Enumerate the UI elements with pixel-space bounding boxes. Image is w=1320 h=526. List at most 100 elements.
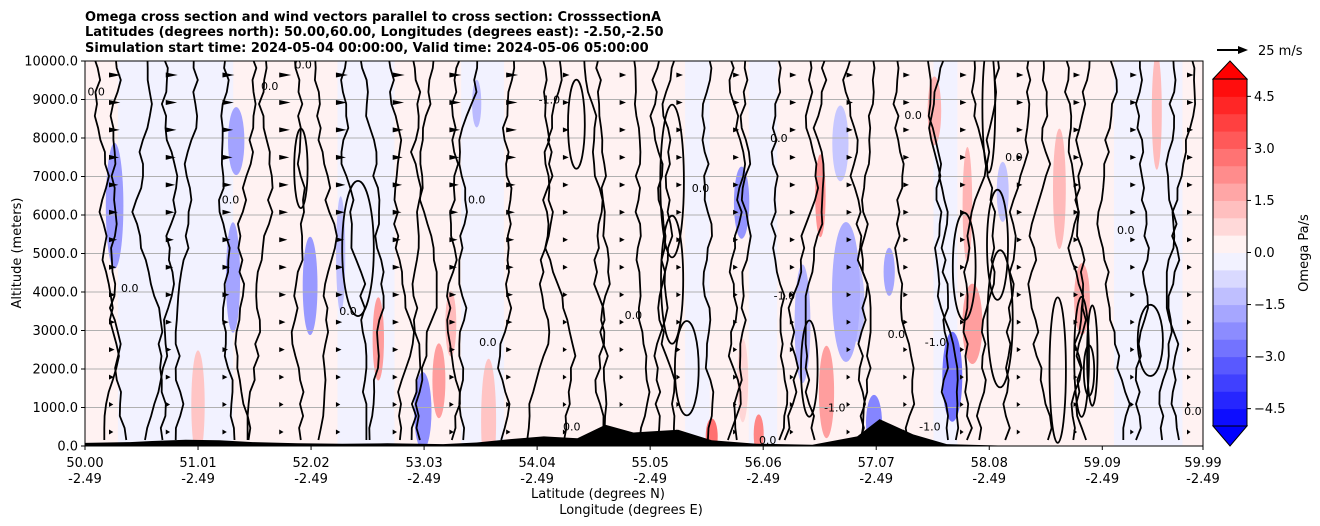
wind-vector	[279, 374, 285, 380]
wind-vector	[1016, 99, 1024, 105]
colorbar-band	[1213, 373, 1247, 392]
wind-vector	[449, 402, 454, 408]
colorbar-band	[1213, 165, 1247, 184]
contour-line	[246, 61, 274, 440]
wind-vector	[109, 99, 121, 105]
contour-loop	[673, 320, 700, 417]
wind-vector	[846, 402, 851, 408]
wind-vector	[109, 402, 114, 408]
wind-vector	[165, 429, 171, 435]
wind-vector	[1130, 127, 1137, 133]
chart-title: Omega cross section and wind vectors par…	[85, 10, 664, 56]
wind-vector	[109, 374, 114, 380]
colorbar-tick-label: 3.0	[1254, 142, 1275, 157]
wind-vector	[1016, 402, 1021, 408]
wind-vector	[1187, 374, 1191, 380]
wind-vector	[335, 182, 346, 188]
wind-vector	[335, 347, 342, 353]
wind-vector	[789, 99, 797, 105]
wind-vector	[222, 237, 231, 243]
contour-loop	[800, 319, 819, 418]
colorbar-tick-label: −1.5	[1254, 298, 1286, 313]
wind-vector	[619, 374, 624, 380]
wind-vector	[846, 292, 852, 298]
wind-vector	[846, 237, 852, 243]
contour-line	[962, 61, 988, 441]
contour-line	[1165, 61, 1197, 441]
wind-vector	[562, 209, 569, 215]
wind-vector	[506, 292, 514, 298]
wind-vector	[676, 319, 681, 325]
contour-loop	[1073, 295, 1090, 418]
wind-vector	[392, 347, 399, 353]
y-axis-ticks: 0.0 1000.0 2000.0 3000.0 4000.0 5000.0 6000.0 7…	[24, 55, 85, 455]
wind-vector	[449, 182, 459, 188]
wind-vector	[676, 292, 681, 298]
wind-vector	[960, 237, 966, 243]
x-tick-label-lon: -2.49	[633, 472, 667, 487]
wind-vector	[279, 292, 287, 298]
wind-vector	[392, 264, 401, 270]
wind-vector	[222, 127, 234, 133]
wind-vector	[222, 292, 230, 298]
wind-vector	[1187, 182, 1193, 188]
wind-vector	[335, 264, 344, 270]
wind-vector	[562, 264, 568, 270]
y-axis-label: Altitude (meters)	[10, 198, 25, 309]
wind-vector	[279, 154, 290, 160]
wind-vector	[619, 99, 626, 105]
wind-vector	[903, 127, 910, 133]
x-tick-label-lat: 58.08	[971, 456, 1008, 471]
contour-line	[892, 61, 916, 441]
x-tick-label-lon: -2.49	[972, 472, 1006, 487]
omega-contours	[93, 61, 1197, 444]
wind-vector	[506, 127, 517, 133]
wind-vector	[1130, 154, 1137, 160]
wind-vector	[1187, 347, 1192, 353]
omega-cell	[962, 147, 973, 263]
contour-line	[313, 61, 338, 441]
x-tick-label-lon: -2.49	[859, 472, 893, 487]
wind-vector	[335, 154, 347, 160]
wind-vector	[109, 319, 116, 325]
wind-vector	[562, 99, 570, 105]
wind-vector	[506, 402, 511, 408]
wind-vector	[392, 182, 403, 188]
contour-line	[446, 61, 461, 441]
wind-vector	[506, 154, 517, 160]
contour-loop	[986, 188, 1009, 301]
wind-vector	[279, 347, 285, 353]
contour-line	[1027, 61, 1053, 441]
contour-line	[360, 61, 385, 441]
wind-vector	[619, 237, 625, 243]
omega-cell	[225, 222, 241, 333]
wind-vector	[1187, 99, 1194, 105]
wind-vector	[1073, 292, 1079, 298]
wind-vector	[846, 347, 851, 353]
wind-vector	[449, 154, 460, 160]
x-tick-label-lat: 56.06	[745, 456, 782, 471]
x-tick-label-lat: 51.01	[179, 456, 216, 471]
wind-vector	[335, 209, 345, 215]
wind-vector	[449, 429, 454, 435]
wind-vector	[1073, 99, 1080, 105]
x-axis-label-latitude: Latitude (degrees N)	[531, 487, 665, 502]
wind-vector	[562, 402, 567, 408]
wind-vector	[846, 429, 851, 435]
wind-vector	[109, 264, 117, 270]
wind-vector	[846, 72, 854, 78]
wind-vector	[1187, 264, 1192, 270]
x-axis-ticks: 50.00-2.4951.01-2.4952.02-2.4953.03-2.49…	[66, 446, 1222, 487]
wind-vector	[733, 127, 740, 133]
colorbar-over-triangle	[1211, 60, 1249, 80]
wind-vector	[1016, 237, 1022, 243]
omega-cell	[753, 414, 764, 446]
wind-vector	[449, 347, 455, 353]
contour-label: 0.0	[121, 282, 139, 295]
colorbar-band	[1213, 235, 1247, 253]
wind-vector	[619, 209, 625, 215]
wind-vector	[1187, 319, 1192, 325]
wind-vector	[903, 292, 908, 298]
wind-vector	[1130, 264, 1136, 270]
wind-vector	[619, 127, 626, 133]
